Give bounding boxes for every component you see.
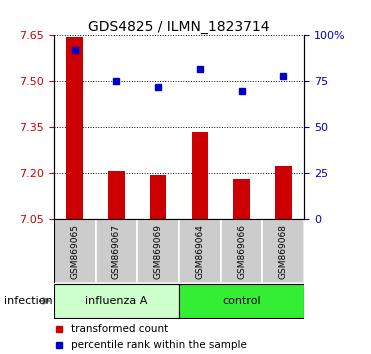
FancyBboxPatch shape: [96, 219, 137, 283]
Text: GSM869067: GSM869067: [112, 224, 121, 279]
Bar: [275, 166, 292, 219]
Bar: [191, 132, 208, 219]
FancyBboxPatch shape: [179, 219, 221, 283]
Title: GDS4825 / ILMN_1823714: GDS4825 / ILMN_1823714: [88, 21, 270, 34]
FancyBboxPatch shape: [221, 219, 262, 283]
Bar: [150, 175, 167, 219]
FancyBboxPatch shape: [179, 284, 304, 318]
FancyBboxPatch shape: [137, 219, 179, 283]
FancyBboxPatch shape: [262, 219, 304, 283]
Text: GSM869069: GSM869069: [154, 224, 162, 279]
Text: transformed count: transformed count: [71, 324, 168, 334]
Bar: [108, 171, 125, 219]
Bar: [233, 179, 250, 219]
Text: infection: infection: [4, 296, 52, 306]
Text: GSM869066: GSM869066: [237, 224, 246, 279]
Text: GSM869064: GSM869064: [196, 224, 204, 279]
Text: influenza A: influenza A: [85, 296, 148, 306]
Text: percentile rank within the sample: percentile rank within the sample: [71, 340, 247, 350]
FancyBboxPatch shape: [54, 219, 96, 283]
Text: control: control: [222, 296, 261, 306]
Text: GSM869065: GSM869065: [70, 224, 79, 279]
Text: GSM869068: GSM869068: [279, 224, 288, 279]
FancyBboxPatch shape: [54, 284, 179, 318]
Bar: [66, 37, 83, 219]
